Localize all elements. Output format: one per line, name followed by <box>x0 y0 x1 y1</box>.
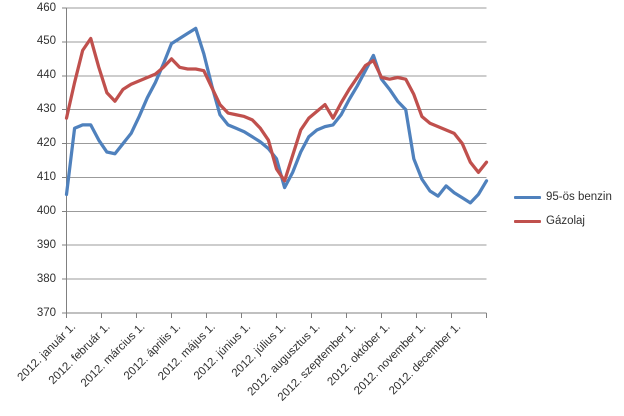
legend-label-benzin: 95-ös benzin <box>546 191 612 203</box>
y-axis-label: 400 <box>36 204 56 217</box>
legend-label-gazolaj: Gázolaj <box>546 215 585 227</box>
y-axis-label: 450 <box>36 35 56 48</box>
series-line-benzin <box>64 26 489 205</box>
y-axis-label: 440 <box>36 69 56 82</box>
y-axis-label: 370 <box>36 306 56 319</box>
y-axis-label: 380 <box>36 272 56 285</box>
y-axis-label: 410 <box>36 170 56 183</box>
gazolaj-line-swatch <box>514 219 541 223</box>
y-axis-label: 460 <box>36 1 56 14</box>
y-axis-label: 420 <box>36 137 56 150</box>
legend-item-gazolaj: Gázolaj <box>514 214 585 228</box>
series-line-gazolaj <box>64 36 489 183</box>
y-axis-label: 430 <box>36 103 56 116</box>
benzin-line-swatch <box>514 195 541 199</box>
y-axis-label: 390 <box>36 238 56 251</box>
legend-item-benzin: 95-ös benzin <box>514 190 612 204</box>
